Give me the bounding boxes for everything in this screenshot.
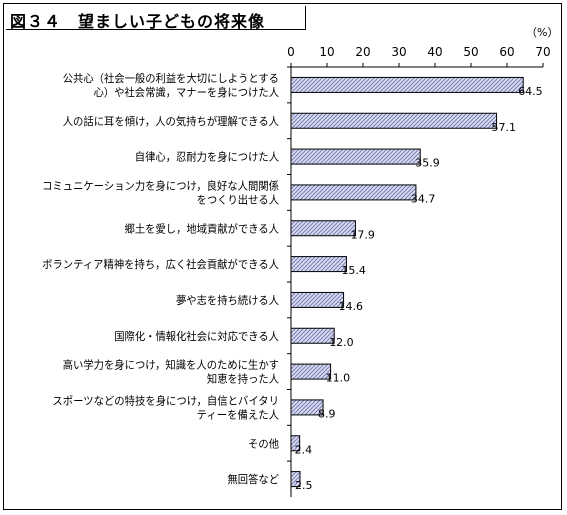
x-tick-label: 70 bbox=[535, 45, 550, 59]
chart-frame bbox=[3, 3, 562, 510]
category-labels: 公共心（社会一般の利益を大切にしようとする心）や社会常識，マナーを身につけた人人… bbox=[42, 71, 279, 486]
bar bbox=[290, 76, 524, 93]
category-label: コミュニケーション力を身につけ，良好な人間関係 bbox=[42, 178, 279, 192]
category-label: 自律心，忍耐力を身につけた人 bbox=[135, 150, 279, 164]
bar bbox=[290, 399, 324, 416]
bar bbox=[290, 256, 347, 273]
x-tick-label: 20 bbox=[355, 45, 370, 59]
category-label: 人の話に耳を傾け，人の気持ちが理解できる人 bbox=[63, 114, 279, 128]
category-label: その他 bbox=[248, 437, 279, 450]
bar bbox=[290, 184, 417, 201]
data-label: 15.4 bbox=[341, 264, 366, 277]
category-label: ボランティア精神を持ち，広く社会貢献ができる人 bbox=[42, 257, 279, 271]
category-label: 郷土を愛し，地域貢献ができる人 bbox=[125, 221, 280, 235]
data-label: 2.4 bbox=[295, 443, 313, 456]
bar bbox=[290, 471, 301, 488]
data-label: 12.0 bbox=[329, 336, 354, 349]
data-label: 17.9 bbox=[350, 228, 375, 241]
category-label: 心）や社会常識，マナーを身につけた人 bbox=[94, 85, 279, 99]
x-tick-label: 30 bbox=[391, 45, 406, 59]
x-tick-label: 0 bbox=[287, 45, 295, 59]
category-label: ティーを備えた人 bbox=[197, 408, 279, 421]
x-tick-label: 50 bbox=[463, 45, 478, 59]
bar bbox=[290, 363, 332, 380]
x-tick-label: 40 bbox=[427, 45, 442, 59]
category-label: 公共心（社会一般の利益を大切にしようとする bbox=[63, 71, 279, 85]
data-label: 35.9 bbox=[415, 157, 440, 170]
title-box bbox=[6, 6, 306, 30]
data-label: 57.1 bbox=[492, 121, 517, 134]
category-label: 無回答など bbox=[228, 472, 280, 486]
data-label: 8.9 bbox=[318, 407, 336, 420]
category-label: 知恵を持った人 bbox=[207, 372, 279, 386]
chart-title: 図３４ 望ましい子どもの将来像 bbox=[10, 12, 266, 31]
category-label: スポーツなどの特技を身につけ，自信とバイタリ bbox=[52, 393, 279, 407]
bar bbox=[290, 220, 356, 237]
x-axis-ticks: 0 10 20 30 40 50 60 70 bbox=[287, 45, 551, 67]
bar bbox=[290, 148, 421, 165]
category-label: 夢や志を持ち続ける人 bbox=[176, 293, 279, 307]
bar bbox=[290, 291, 345, 308]
bar bbox=[290, 327, 335, 344]
bar bbox=[290, 435, 301, 452]
data-label: 2.5 bbox=[295, 479, 313, 492]
x-tick-label: 60 bbox=[499, 45, 514, 59]
x-tick-label: 10 bbox=[319, 45, 334, 59]
data-labels: 64.5 57.1 35.9 34.7 17.9 15.4 14.6 12.0 11.0 8.9 2… bbox=[295, 85, 543, 492]
category-label: 高い学力を身につけ，知識を人のために生かす bbox=[63, 358, 279, 372]
bar bbox=[290, 112, 498, 129]
category-label: をつくり出せる人 bbox=[197, 192, 279, 206]
data-label: 14.6 bbox=[339, 300, 364, 313]
data-label: 34.7 bbox=[411, 192, 436, 205]
data-label: 11.0 bbox=[326, 372, 351, 385]
axes bbox=[287, 66, 543, 497]
data-label: 64.5 bbox=[518, 85, 543, 98]
unit-label: （%） bbox=[526, 26, 558, 39]
category-label: 国際化・情報化社会に対応できる人 bbox=[114, 329, 279, 343]
bars bbox=[290, 76, 524, 488]
